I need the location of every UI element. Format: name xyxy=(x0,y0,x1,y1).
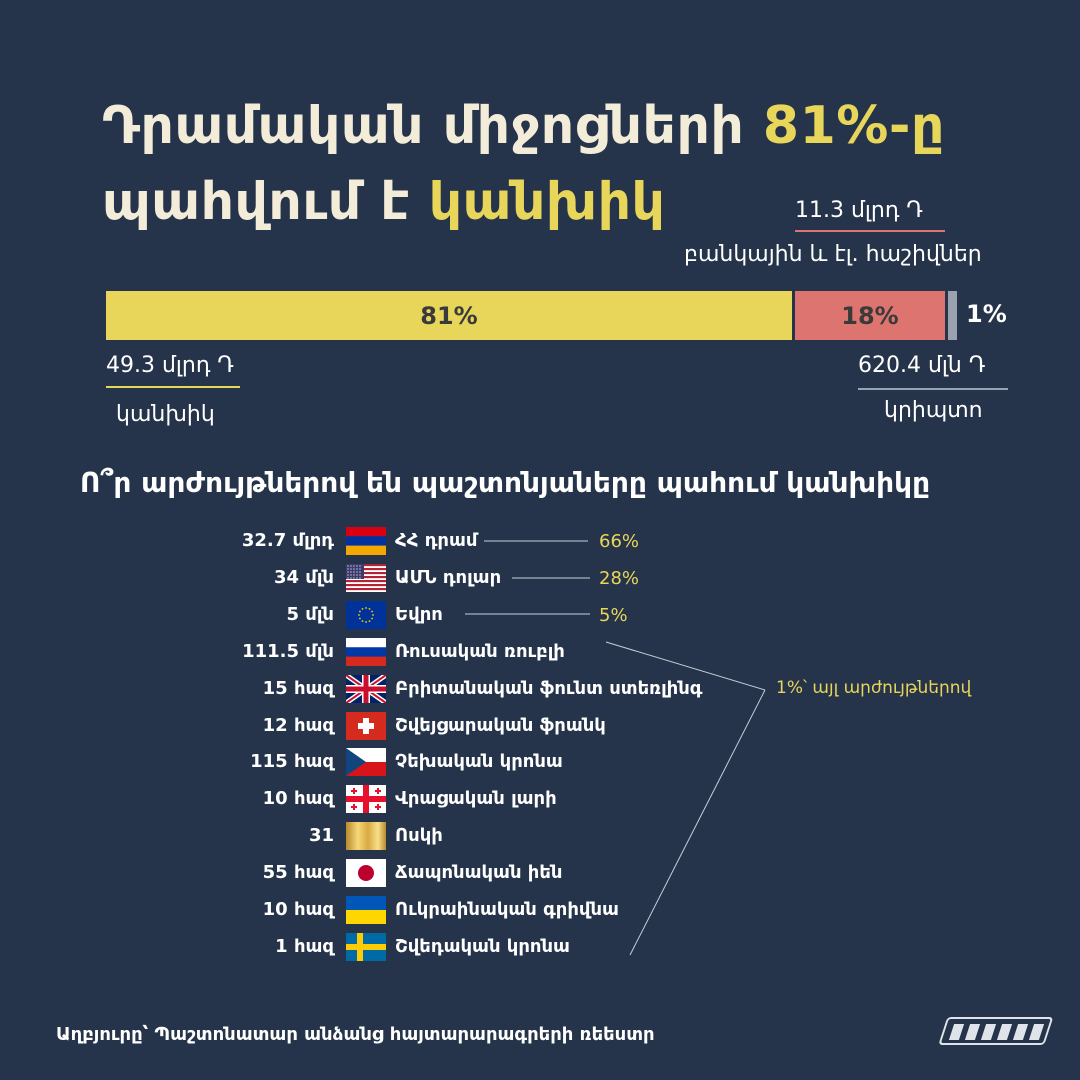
currency-amount: 10 հազ xyxy=(262,788,334,809)
currency-amount: 12 հազ xyxy=(262,715,334,736)
bank-segment-label: 18% xyxy=(841,301,899,330)
connector-line-other-top xyxy=(605,641,766,691)
bank-amount: 11.3 մլրդ Դ xyxy=(795,198,923,223)
currency-name: Ռուսական ռուբլի xyxy=(395,641,565,662)
currency-amount: 34 մլն xyxy=(273,567,334,588)
russia-flag-icon xyxy=(346,638,386,666)
currency-name: ԱՄՆ դոլար xyxy=(395,567,502,588)
currency-amount: 10 հազ xyxy=(262,899,334,920)
crypto-segment xyxy=(948,291,957,340)
currency-name: ՀՀ դրամ xyxy=(395,530,478,551)
crypto-amount: 620.4 մլն Դ xyxy=(858,353,986,378)
ukraine-flag-icon xyxy=(346,896,386,924)
cash-segment: 81% xyxy=(106,291,792,340)
japan-flag-icon xyxy=(346,859,386,887)
currency-amount: 1 հազ xyxy=(275,936,334,957)
table-row: 34 մլն ԱՄՆ դոլար xyxy=(0,564,1080,594)
currency-name: Ոսկի xyxy=(395,825,443,846)
connector-line-other-bottom xyxy=(629,689,766,956)
table-row: 10 հազ Վրացական լարի xyxy=(0,785,1080,815)
stacked-bar: 81% 18% xyxy=(106,291,957,340)
table-row: 32.7 մլրդ ՀՀ դրամ xyxy=(0,527,1080,557)
crypto-underline xyxy=(858,388,1008,390)
sweden-flag-icon xyxy=(346,933,386,961)
armenia-flag-icon xyxy=(346,527,386,555)
bank-underline xyxy=(795,230,945,232)
table-row: 10 հազ Ուկրաինական գրիվնա xyxy=(0,896,1080,926)
currency-amount: 32.7 մլրդ xyxy=(241,530,334,551)
other-currencies-label: 1%՝ այլ արժույթներով xyxy=(776,678,972,698)
currency-amount: 111.5 մլն xyxy=(242,641,334,662)
usa-flag-icon xyxy=(346,564,386,592)
table-row: 111.5 մլն Ռուսական ռուբլի xyxy=(0,638,1080,668)
bank-segment: 18% xyxy=(795,291,945,340)
cash-label: կանխիկ xyxy=(116,402,215,427)
currency-name: Ուկրաինական գրիվնա xyxy=(395,899,619,920)
section-subtitle: Ո՞ր արժույթներով են պաշտոնյաները պահում … xyxy=(80,466,931,499)
currency-name: Եվրո xyxy=(395,604,443,625)
currency-name: Ճապոնական իեն xyxy=(395,862,563,883)
eu-flag-icon xyxy=(346,601,386,629)
currency-amount: 31 xyxy=(308,825,334,846)
georgia-flag-icon xyxy=(346,785,386,813)
table-row: 12 հազ Շվեյցարական ֆրանկ xyxy=(0,712,1080,742)
currency-name: Չեխական կրոնա xyxy=(395,751,563,772)
cash-underline xyxy=(106,386,240,388)
currency-amount: 55 հազ xyxy=(262,862,334,883)
table-row: 31 Ոսկի xyxy=(0,822,1080,852)
title-highlight-1: 81%-ը xyxy=(762,96,945,156)
table-row: 5 մլն Եվրո xyxy=(0,601,1080,631)
currency-name: Շվեդական կրոնա xyxy=(395,936,570,957)
bank-label: բանկային և էլ. հաշիվներ xyxy=(684,242,982,267)
table-row: 1 հազ Շվեդական կրոնա xyxy=(0,933,1080,963)
share-label-usd: 28% xyxy=(599,568,640,589)
gold-bar-icon xyxy=(346,822,386,850)
switzerland-flag-icon xyxy=(346,712,386,740)
infocom-logo xyxy=(936,1012,1060,1056)
title-part2: պահվում է xyxy=(102,172,411,232)
currency-name: Բրիտանական ֆունտ ստեռլինգ xyxy=(395,678,703,699)
uk-flag-icon xyxy=(346,675,386,703)
source-note: Աղբյուրը՝ Պաշտոնատար անձանց հայտարարագրե… xyxy=(56,1024,655,1045)
currency-amount: 15 հազ xyxy=(262,678,334,699)
czech-flag-icon xyxy=(346,748,386,776)
title-part1: Դրամական միջոցների xyxy=(102,96,745,156)
cash-amount: 49.3 մլրդ Դ xyxy=(106,353,234,378)
currency-amount: 115 հազ xyxy=(250,751,334,772)
currency-amount: 5 մլն xyxy=(286,604,335,625)
table-row: 15 հազ Բրիտանական ֆունտ ստեռլինգ xyxy=(0,675,1080,705)
cash-segment-label: 81% xyxy=(420,301,478,330)
page-title: Դրամական միջոցների 81%-ը պահվում է կանխի… xyxy=(102,88,1002,240)
crypto-percent-label: 1% xyxy=(966,300,1007,328)
share-label-eur: 5% xyxy=(599,605,628,626)
title-highlight-2: կանխիկ xyxy=(428,172,666,232)
share-label-amd: 66% xyxy=(599,531,640,552)
currency-name: Վրացական լարի xyxy=(395,788,557,809)
currency-name: Շվեյցարական ֆրանկ xyxy=(395,715,606,736)
crypto-label: կրիպտո xyxy=(884,398,983,423)
table-row: 55 հազ Ճապոնական իեն xyxy=(0,859,1080,889)
table-row: 115 հազ Չեխական կրոնա xyxy=(0,748,1080,778)
